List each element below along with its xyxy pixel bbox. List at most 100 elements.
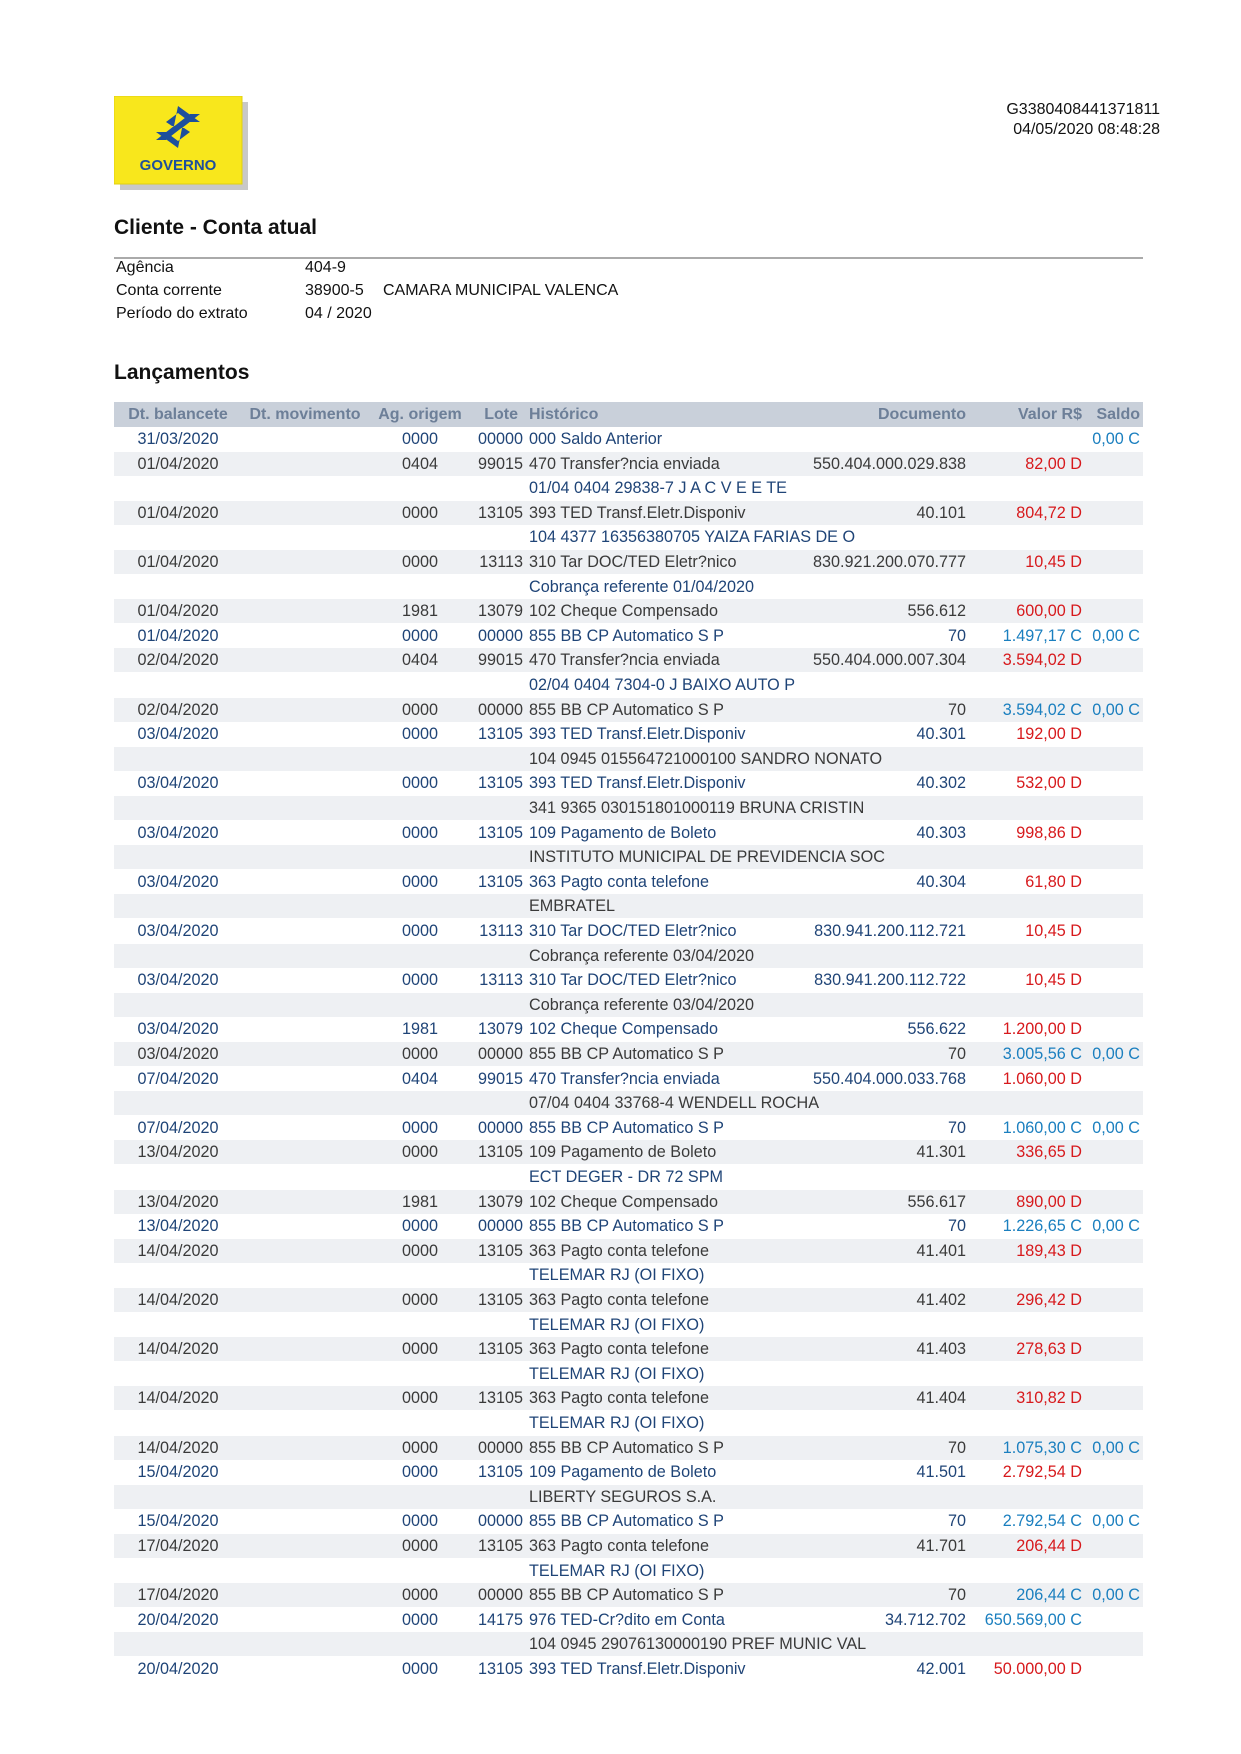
entry-row: 17/04/2020 0000 00000 855 BB CP Automatico … (114, 1583, 1143, 1609)
historico: 393 TED Transf.Eletr.Disponiv (529, 503, 746, 522)
valor: 532,00 D (1016, 774, 1082, 793)
lote: 99015 (477, 1069, 523, 1088)
entry-row: 03/04/2020 0000 13113 310 Tar DOC/TED Eletr… (114, 968, 1143, 994)
dt-balancete: 07/04/2020 (137, 1069, 219, 1088)
entry-row: 03/04/2020 0000 13105 393 TED Transf.Eletr.… (114, 771, 1143, 797)
detail-row: TELEMAR RJ (OI FIXO) (114, 1312, 1143, 1338)
detail-row: INSTITUTO MUNICIPAL DE PREVIDENCIA SOC (114, 845, 1143, 871)
ag-origem: 0000 (401, 1143, 439, 1162)
ag-origem: 1981 (401, 1020, 439, 1039)
documento: 41.403 (916, 1340, 966, 1359)
field-label: Conta corrente (116, 282, 222, 299)
entry-row: 13/04/2020 0000 13105 109 Pagamento de Bole… (114, 1140, 1143, 1166)
detail-row: EMBRATEL (114, 894, 1143, 920)
documento: 70 (947, 700, 966, 719)
historico: 341 9365 030151801000119 BRUNA CRISTIN (529, 799, 865, 817)
dt-balancete: 03/04/2020 (137, 1020, 219, 1039)
ag-origem: 0404 (401, 454, 439, 473)
entry-row: 20/04/2020 0000 13105 393 TED Transf.Eletr.… (114, 1657, 1143, 1682)
historico: 855 BB CP Automatico S P (529, 1217, 724, 1236)
documento: 41.404 (916, 1389, 966, 1408)
lote: 13105 (477, 1291, 523, 1309)
detail-row: 02/04 0404 7304-0 J BAIXO AUTO P (114, 673, 1143, 698)
lote: 13105 (477, 1463, 523, 1482)
column-header: Saldo (1096, 406, 1140, 423)
detail-row: TELEMAR RJ (OI FIXO) (114, 1411, 1143, 1436)
dt-balancete: 07/04/2020 (137, 1118, 219, 1137)
dt-balancete: 01/04/2020 (137, 503, 219, 522)
ag-origem: 0000 (401, 1512, 439, 1531)
documento: 550.404.000.007.304 (812, 651, 966, 670)
entry-row: 15/04/2020 0000 00000 855 BB CP Automatico … (114, 1509, 1143, 1535)
column-header: Valor R$ (1017, 406, 1082, 423)
ag-origem: 0000 (401, 823, 439, 842)
valor: 310,82 D (1016, 1389, 1082, 1408)
documento: 70 (947, 1438, 966, 1457)
ag-origem: 0000 (401, 626, 439, 645)
lote: 00000 (477, 1118, 523, 1137)
dt-balancete: 01/04/2020 (137, 626, 219, 645)
lote: 14175 (477, 1610, 523, 1629)
dt-balancete: 03/04/2020 (137, 725, 219, 744)
valor: 189,43 D (1016, 1241, 1082, 1260)
ag-origem: 0404 (401, 1069, 439, 1088)
ag-origem: 0000 (401, 1241, 439, 1260)
ag-origem: 0000 (401, 1389, 439, 1408)
lote: 00000 (477, 1045, 523, 1063)
saldo: 0,00 C (1092, 626, 1140, 645)
lote: 13079 (477, 1020, 523, 1039)
historico: 855 BB CP Automatico S P (529, 1586, 724, 1605)
saldo: 0,00 C (1092, 430, 1140, 448)
historico: 855 BB CP Automatico S P (529, 1512, 724, 1531)
valor: 3.594,02 C (1002, 700, 1082, 719)
dt-balancete: 15/04/2020 (137, 1463, 219, 1482)
valor: 1.497,17 C (1002, 626, 1082, 645)
column-header: Ag. origem (378, 406, 462, 423)
detail-row: Cobrança referente 03/04/2020 (114, 992, 1143, 1018)
historico: INSTITUTO MUNICIPAL DE PREVIDENCIA SOC (529, 848, 885, 867)
field-value: 404-9 (305, 259, 346, 276)
column-header: Dt. movimento (249, 406, 361, 423)
dt-balancete: 14/04/2020 (137, 1438, 219, 1457)
column-header: Documento (878, 406, 966, 423)
valor: 206,44 D (1016, 1537, 1082, 1555)
detail-row: ECT DEGER - DR 72 SPM (114, 1165, 1143, 1190)
historico: 104 4377 16356380705 YAIZA FARIAS DE O (529, 528, 856, 547)
valor: 1.060,00 D (1002, 1069, 1082, 1088)
detail-row: 341 9365 030151801000119 BRUNA CRISTIN (114, 796, 1143, 821)
historico: LIBERTY SEGUROS S.A. (529, 1487, 717, 1506)
lote: 13105 (477, 725, 523, 744)
historico: 855 BB CP Automatico S P (529, 1118, 724, 1137)
documento: 830.941.200.112.721 (814, 922, 966, 940)
dt-balancete: 01/04/2020 (137, 454, 219, 473)
entry-row: 01/04/2020 1981 13079 102 Cheque Compensado… (114, 599, 1143, 625)
entry-row: 07/04/2020 0404 99015 470 Transfer?ncia env… (114, 1066, 1143, 1092)
logo-symbol (156, 106, 200, 148)
entry-row: 01/04/2020 0000 13105 393 TED Transf.Eletr.… (114, 500, 1143, 526)
lote: 99015 (477, 651, 523, 670)
documento: 41.501 (916, 1463, 966, 1482)
valor: 82,00 D (1025, 454, 1082, 473)
historico: 109 Pagamento de Boleto (529, 1463, 717, 1482)
entry-row: 15/04/2020 0000 13105 109 Pagamento de Bole… (114, 1460, 1143, 1486)
section-title: Cliente - Conta atual (114, 216, 318, 239)
documento: 830.941.200.112.722 (814, 971, 966, 990)
historico: 104 0945 29076130000190 PREF MUNIC VAL (529, 1635, 867, 1654)
lote: 13105 (477, 1241, 523, 1260)
historico: Cobrança referente 03/04/2020 (529, 946, 754, 965)
valor: 3.594,02 D (1002, 651, 1082, 670)
valor: 1.226,65 C (1002, 1217, 1082, 1236)
valor: 1.075,30 C (1002, 1438, 1082, 1457)
dt-balancete: 02/04/2020 (137, 651, 219, 670)
dt-balancete: 13/04/2020 (137, 1192, 219, 1211)
saldo: 0,00 C (1092, 700, 1140, 719)
dt-balancete: 13/04/2020 (137, 1217, 219, 1236)
historico: 976 TED-Cr?dito em Conta (529, 1610, 725, 1629)
dt-balancete: 15/04/2020 (137, 1512, 219, 1531)
historico: 02/04 0404 7304-0 J BAIXO AUTO P (529, 676, 796, 694)
valor: 10,45 D (1025, 553, 1082, 571)
entry-row: 14/04/2020 0000 13105 363 Pagto conta telef… (114, 1288, 1143, 1313)
table-header: Dt. balancete Dt. movimento Ag. origem Lote… (114, 402, 1143, 427)
ag-origem: 0000 (401, 1438, 439, 1457)
